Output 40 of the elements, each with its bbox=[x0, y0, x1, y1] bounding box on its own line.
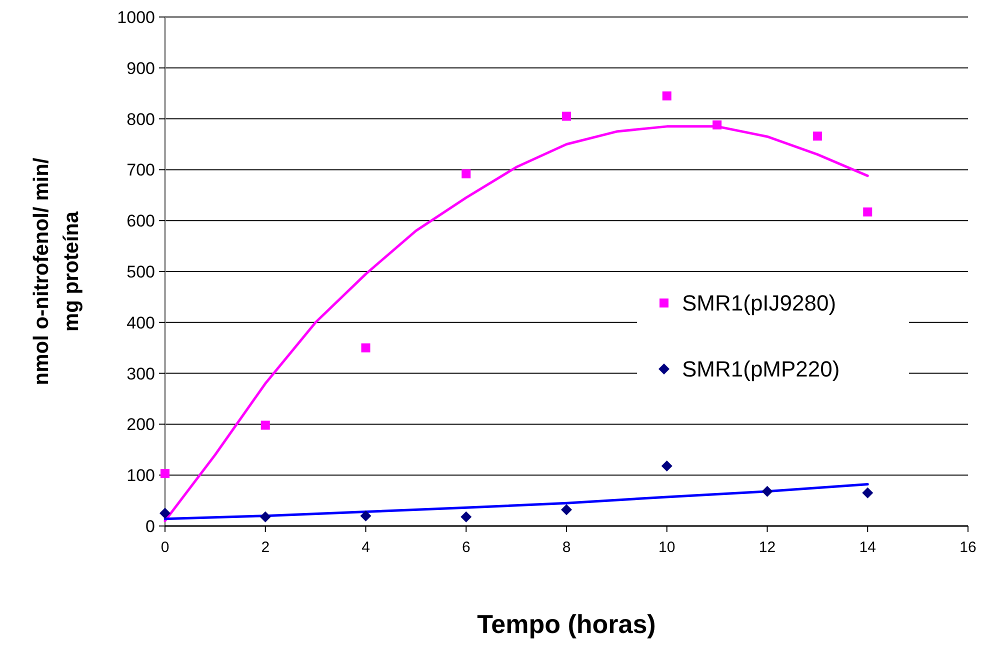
point bbox=[460, 511, 472, 522]
point bbox=[812, 132, 822, 141]
point bbox=[662, 91, 672, 100]
point bbox=[762, 486, 773, 497]
y-tick-label: 900 bbox=[126, 58, 155, 78]
y-tick-label: 300 bbox=[126, 364, 155, 384]
y-tick-label: 800 bbox=[126, 110, 155, 129]
x-tick-label: 4 bbox=[362, 539, 370, 556]
point bbox=[561, 504, 572, 516]
x-tick-label: 12 bbox=[758, 539, 776, 556]
x-tick-label: 6 bbox=[462, 539, 470, 556]
point bbox=[360, 510, 372, 522]
x-tick-label: 8 bbox=[562, 539, 571, 556]
y-tick-label: 200 bbox=[126, 415, 155, 434]
point bbox=[862, 487, 874, 498]
x-tick-label: 0 bbox=[160, 539, 170, 556]
legend-label: SMR1(pIJ9280) bbox=[682, 290, 836, 316]
x-tick-label: 14 bbox=[859, 539, 876, 556]
y-axis-title: nmol o-nitrofenol/ min/ mg proteína bbox=[30, 158, 83, 386]
y-tick-label: 400 bbox=[126, 313, 155, 332]
y-tick-label: 500 bbox=[126, 262, 155, 282]
point bbox=[661, 460, 672, 472]
x-tick-label: 10 bbox=[658, 539, 676, 556]
y-tick-label: 100 bbox=[126, 466, 155, 486]
point bbox=[562, 112, 571, 121]
y-tick-label: 600 bbox=[126, 212, 155, 231]
legend-label: SMR1(pMP220) bbox=[682, 356, 840, 382]
point bbox=[712, 120, 722, 130]
point bbox=[462, 169, 471, 178]
x-tick-label: 2 bbox=[261, 539, 270, 556]
point bbox=[260, 511, 271, 522]
x-tick-label: 16 bbox=[960, 539, 976, 556]
point bbox=[160, 508, 170, 519]
x-axis-title: Tempo (horas) bbox=[477, 609, 656, 639]
y-tick-label: 0 bbox=[146, 516, 155, 536]
y-tick-label: 700 bbox=[126, 160, 155, 180]
point bbox=[260, 420, 270, 430]
y-tick-label: 1000 bbox=[117, 8, 155, 27]
point bbox=[361, 343, 370, 352]
point bbox=[863, 207, 872, 216]
